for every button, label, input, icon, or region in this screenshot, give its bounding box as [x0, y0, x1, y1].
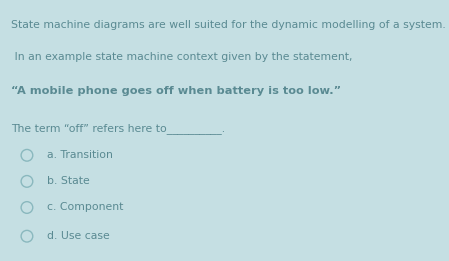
Text: b. State: b. State: [47, 176, 90, 186]
Text: a. Transition: a. Transition: [47, 150, 113, 160]
Text: “A mobile phone goes off when battery is too low.”: “A mobile phone goes off when battery is…: [11, 86, 341, 96]
Text: The term “off” refers here to__________.: The term “off” refers here to__________.: [11, 123, 225, 134]
Ellipse shape: [21, 230, 33, 242]
Ellipse shape: [21, 176, 33, 187]
Ellipse shape: [21, 150, 33, 161]
Text: d. Use case: d. Use case: [47, 231, 110, 241]
Ellipse shape: [21, 202, 33, 213]
Text: In an example state machine context given by the statement,: In an example state machine context give…: [11, 52, 353, 62]
Text: c. Component: c. Component: [47, 202, 123, 212]
Text: State machine diagrams are well suited for the dynamic modelling of a system.: State machine diagrams are well suited f…: [11, 20, 446, 29]
